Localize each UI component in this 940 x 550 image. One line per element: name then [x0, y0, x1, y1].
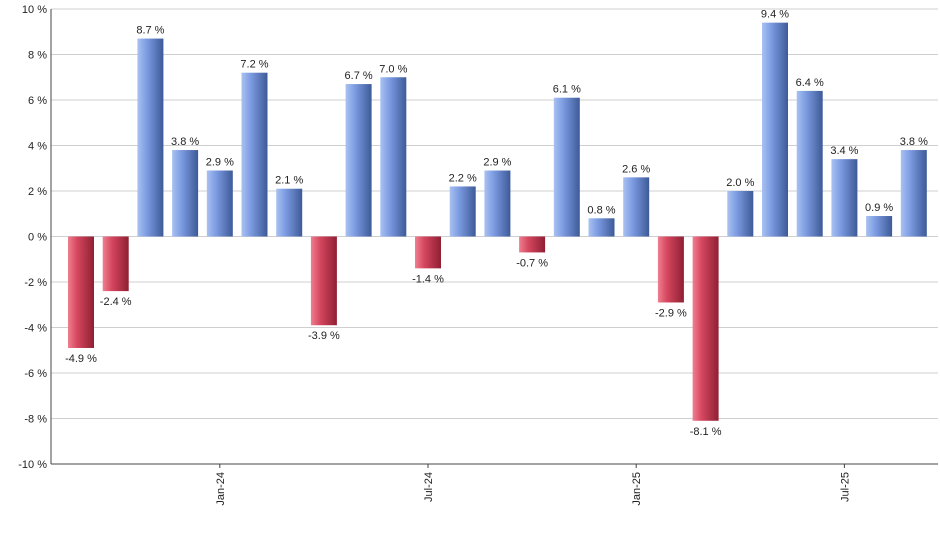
bar	[241, 72, 268, 237]
y-tick-label: 0 %	[28, 232, 47, 244]
data-label: 6.7 %	[345, 70, 373, 82]
data-label: 7.0 %	[379, 63, 407, 75]
y-tick-label: 8 %	[28, 50, 47, 62]
bar	[449, 186, 476, 237]
data-label: 0.9 %	[865, 202, 893, 214]
bar	[172, 150, 199, 237]
bar	[415, 236, 441, 269]
data-label: -4.9 %	[65, 353, 97, 365]
data-label: 2.0 %	[726, 177, 754, 189]
bar	[692, 236, 719, 421]
bar	[345, 84, 372, 237]
data-label: -1.4 %	[412, 273, 444, 285]
y-tick-label: 10 %	[22, 4, 47, 16]
bar	[484, 170, 511, 237]
data-label: -0.7 %	[516, 257, 548, 269]
y-tick-label: 4 %	[28, 141, 47, 153]
data-label: 9.4 %	[761, 9, 789, 21]
x-tick-label: Jan-25	[631, 472, 643, 506]
data-label: 2.1 %	[275, 175, 303, 187]
y-tick-label: -10 %	[18, 459, 47, 471]
bar	[900, 150, 927, 237]
bar	[796, 90, 823, 237]
data-labels: -4.9 % -2.4 % 8.7 % 3.8 % 2.9 % 7.2 % 2.1 % -3.…	[65, 9, 928, 438]
data-label: 3.8 %	[900, 136, 928, 148]
bar	[276, 188, 303, 237]
data-label: 3.8 %	[171, 136, 199, 148]
data-label: -2.9 %	[655, 307, 687, 319]
y-tick-label: -6 %	[24, 368, 47, 380]
bar	[68, 236, 94, 348]
data-label: 2.6 %	[622, 163, 650, 175]
bar	[623, 177, 650, 237]
y-tick-label: 2 %	[28, 186, 47, 198]
bar	[762, 22, 788, 237]
y-tick-label: 6 %	[28, 95, 47, 107]
data-label: 2.9 %	[206, 157, 234, 169]
bar	[380, 77, 407, 237]
y-tick-label: -8 %	[24, 414, 47, 426]
bar	[831, 159, 858, 237]
bar	[310, 236, 337, 326]
data-label: -8.1 %	[690, 426, 722, 438]
x-tick-label: Jul-24	[423, 472, 435, 502]
bar	[657, 236, 684, 303]
data-label: 0.8 %	[587, 204, 615, 216]
bar	[519, 236, 546, 253]
data-label: 7.2 %	[240, 59, 268, 71]
data-label: 2.2 %	[449, 172, 477, 184]
bar	[553, 97, 580, 237]
axes: -10 % -8 % -6 % -4 % -2 % 0 % 2 % 4 % 6 % 8 % 10 %…	[18, 4, 938, 506]
bar	[866, 216, 893, 237]
bar	[727, 191, 754, 237]
data-label: 3.4 %	[830, 145, 858, 157]
x-tick-label: Jul-25	[839, 472, 851, 502]
data-label: 6.1 %	[553, 84, 581, 96]
data-label: -2.4 %	[100, 296, 132, 308]
bar	[588, 218, 615, 237]
bars	[68, 22, 927, 421]
data-label: 8.7 %	[136, 25, 164, 37]
data-label: -3.9 %	[308, 330, 340, 342]
data-label: 6.4 %	[796, 77, 824, 89]
data-label: 2.9 %	[483, 157, 511, 169]
bar	[102, 236, 129, 292]
bar	[137, 38, 164, 237]
bar	[206, 170, 233, 237]
y-tick-label: -4 %	[24, 323, 47, 335]
x-tick-label: Jan-24	[215, 472, 227, 506]
y-tick-label: -2 %	[24, 277, 47, 289]
